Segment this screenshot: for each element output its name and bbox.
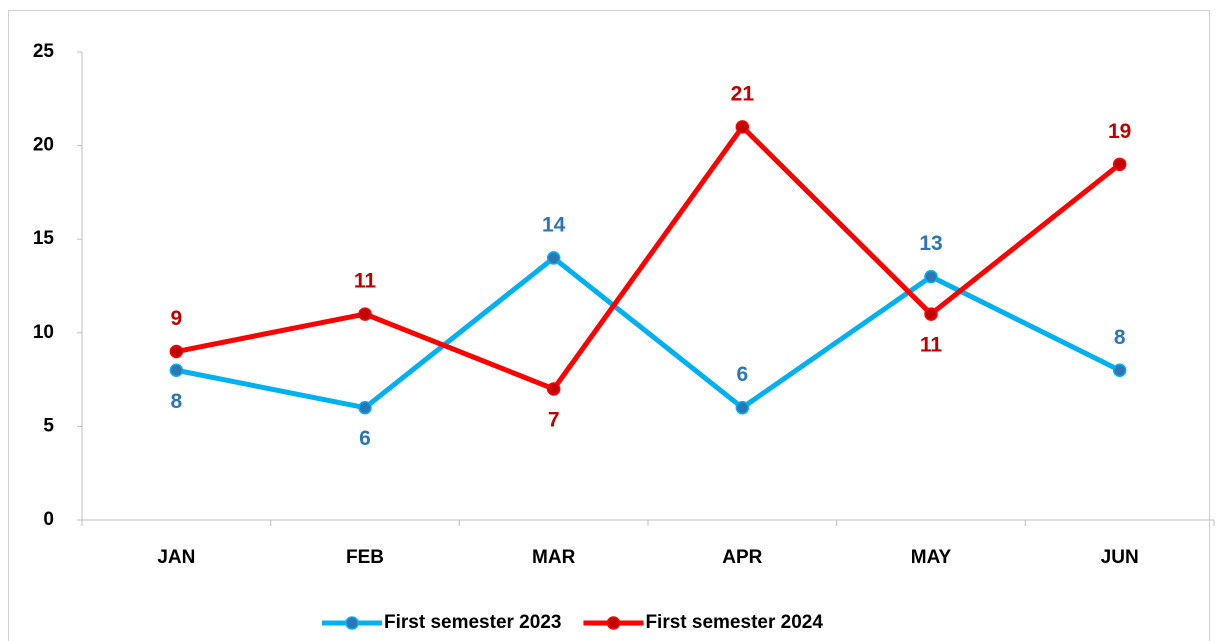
- data-point: [358, 400, 372, 415]
- legend-label: First semester 2023: [384, 612, 561, 633]
- data-point: [735, 400, 750, 415]
- data-point: [169, 363, 184, 377]
- data-point: [924, 269, 938, 284]
- data-label: 7: [548, 409, 560, 432]
- data-point: [546, 382, 561, 396]
- series-line: [175, 124, 1122, 392]
- legend-marker: [606, 616, 621, 630]
- data-point: [924, 307, 938, 321]
- data-label: 8: [170, 390, 182, 413]
- data-label: 6: [736, 363, 748, 386]
- data-point: [169, 344, 184, 359]
- data-point: [735, 120, 750, 134]
- x-tick-label: FEB: [346, 547, 384, 568]
- data-label: 11: [920, 334, 943, 357]
- data-label: 14: [542, 213, 566, 236]
- y-tick-label: 25: [33, 41, 55, 62]
- legend-label: First semester 2024: [645, 612, 823, 633]
- y-tick-label: 20: [33, 135, 54, 156]
- y-tick-label: 0: [43, 509, 54, 530]
- data-point: [546, 251, 561, 265]
- data-label: 6: [359, 427, 371, 450]
- data-label: 19: [1108, 120, 1131, 143]
- data-label: 21: [731, 82, 755, 105]
- y-tick-label: 5: [43, 415, 54, 436]
- y-tick-label: 15: [33, 228, 55, 249]
- data-label: 11: [354, 270, 377, 293]
- x-tick-label: JUN: [1101, 547, 1139, 568]
- chart-frame: [8, 10, 1210, 641]
- data-point: [358, 307, 372, 321]
- data-label: 9: [170, 307, 182, 330]
- x-tick-label: APR: [722, 547, 762, 568]
- data-point: [1112, 157, 1127, 172]
- series-line: [175, 255, 1121, 411]
- x-tick-label: MAY: [911, 547, 952, 568]
- data-label: 13: [919, 232, 942, 255]
- x-tick-label: MAR: [532, 547, 576, 568]
- x-tick-label: JAN: [157, 547, 195, 568]
- data-point: [1112, 363, 1127, 377]
- y-tick-label: 10: [33, 322, 54, 343]
- legend-marker: [345, 616, 359, 630]
- data-label: 8: [1114, 326, 1126, 349]
